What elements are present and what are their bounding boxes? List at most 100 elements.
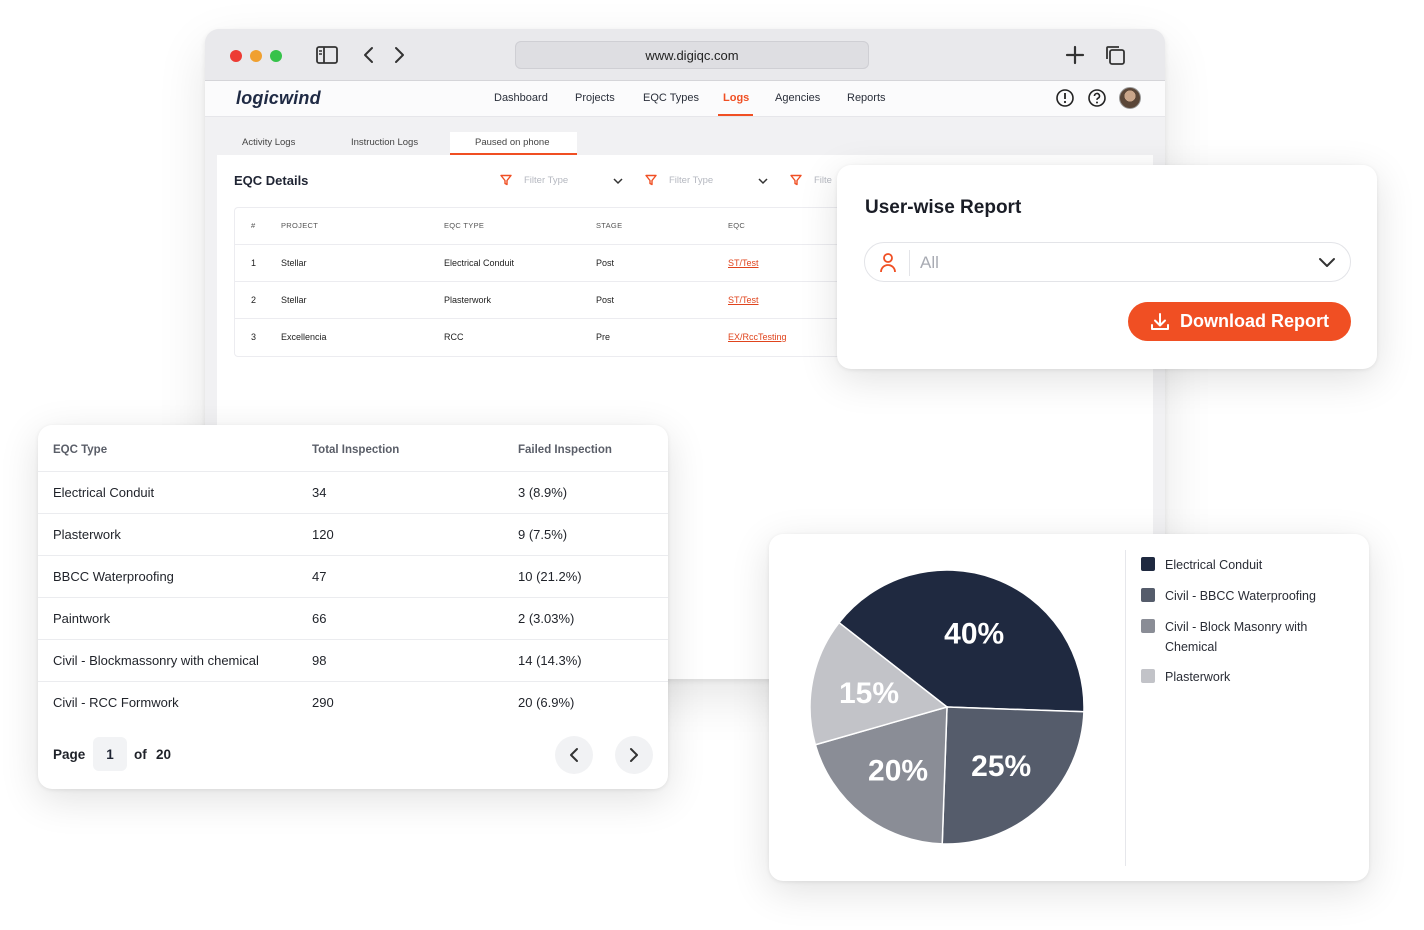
help-icon[interactable] [1087,88,1107,108]
page-number-input[interactable]: 1 [93,737,127,771]
nav-dashboard[interactable]: Dashboard [494,92,548,104]
close-window-button[interactable] [230,50,242,62]
filter-type-dropdown-2[interactable]: Filter Type [645,170,775,192]
filter-icon [790,174,802,186]
nav-projects[interactable]: Projects [575,92,615,104]
filter-type-dropdown-3[interactable]: Filte [790,170,850,192]
forward-icon[interactable] [387,43,411,67]
table-row[interactable]: Plasterwork 120 9 (7.5%) [38,514,668,556]
row-failed: 14 (14.3%) [518,653,582,668]
nav-agencies[interactable]: Agencies [775,92,821,104]
row-eqc-type: Civil - RCC Formwork [53,695,179,710]
filter-placeholder: Filte [814,175,832,186]
nav-logs[interactable]: Logs [723,92,750,104]
row-number: 2 [251,295,257,305]
minimize-window-button[interactable] [250,50,262,62]
sidebar-toggle-icon[interactable] [315,43,339,67]
chevron-left-icon [570,748,578,762]
row-failed: 20 (6.9%) [518,695,575,710]
row-total: 47 [312,569,327,584]
chevron-down-icon [613,178,623,185]
legend-label: Plasterwork [1165,670,1231,684]
row-eqc-type: Paintwork [53,611,111,626]
filter-type-dropdown-1[interactable]: Filter Type [500,170,630,192]
pie-chart-card: 40% 25% 20% 15% Electrical Conduit Civil - … [769,534,1369,881]
alert-icon[interactable] [1055,88,1075,108]
filter-placeholder: Filter Type [524,175,569,186]
eqc-details-table: # PROJECT EQC TYPE STAGE EQC 1 Stellar E… [234,207,874,357]
col-project: PROJECT [281,221,319,230]
row-failed: 2 (3.03%) [518,611,575,626]
page-of-label: of [134,747,147,762]
row-project: Stellar [281,295,307,305]
table-row[interactable]: 3 Excellencia RCC Pre EX/RccTesting [235,319,873,356]
inspection-table-card: EQC Type Total Inspection Failed Inspect… [38,425,668,789]
table-row[interactable]: BBCC Waterproofing 47 10 (21.2%) [38,556,668,598]
report-title: User-wise Report [865,197,1022,218]
active-subtab-indicator [450,132,577,155]
table-row[interactable]: Electrical Conduit 34 3 (8.9%) [38,472,668,514]
row-eqc-link[interactable]: ST/Test [728,295,759,305]
row-eqc-link[interactable]: ST/Test [728,258,759,268]
user-select-dropdown[interactable]: All [864,242,1351,282]
pie-slice-4[interactable] [809,621,949,746]
row-eqc-type: Electrical Conduit [444,258,515,268]
col-number: # [251,221,256,230]
pie-slice-label-4: 15% [839,677,899,710]
pie-slice-3[interactable] [814,705,948,845]
logs-subtabs: Activity Logs Instruction Logs Paused on… [217,129,1153,155]
row-total: 66 [312,611,327,626]
previous-page-button[interactable] [555,736,593,774]
row-eqc-type: RCC [444,332,464,342]
row-failed: 3 (8.9%) [518,485,568,500]
table-row[interactable]: Paintwork 66 2 (3.03%) [38,598,668,640]
table-row[interactable]: 2 Stellar Plasterwork Post ST/Test [235,282,873,319]
address-bar[interactable]: www.digiqc.com [515,41,869,69]
row-total: 34 [312,485,327,500]
row-eqc-type: Plasterwork [53,527,121,542]
legend-label: Electrical Conduit [1165,558,1263,572]
table-row[interactable]: Civil - Blockmassonry with chemical 98 1… [38,640,668,682]
nav-eqc-types[interactable]: EQC Types [643,92,700,104]
pie-slice-1[interactable] [837,569,1085,713]
filter-icon [645,174,657,186]
col-eqc: EQC [728,221,746,230]
new-tab-icon[interactable] [1063,43,1087,67]
pie-slice-2[interactable] [941,706,1085,845]
back-icon[interactable] [357,43,381,67]
col-failed-inspection: Failed Inspection [518,444,612,456]
avatar[interactable] [1119,87,1141,109]
tab-paused-on-phone[interactable]: Paused on phone [475,137,550,148]
tab-activity-logs[interactable]: Activity Logs [242,137,296,148]
maximize-window-button[interactable] [270,50,282,62]
legend-swatch [1141,588,1155,602]
row-stage: Pre [596,332,611,342]
tab-instruction-logs[interactable]: Instruction Logs [351,137,419,148]
user-wise-report-card: User-wise Report All Download Report [837,165,1377,369]
filter-placeholder: Filter Type [669,175,714,186]
legend-label: Civil - BBCC Waterproofing [1165,589,1316,603]
select-divider [909,250,910,276]
next-page-button[interactable] [615,736,653,774]
tab-overview-icon[interactable] [1103,43,1127,67]
legend-swatch [1141,669,1155,683]
row-eqc-link[interactable]: EX/RccTesting [728,332,787,342]
chevron-down-icon [758,178,768,185]
page-label: Page [53,747,86,762]
section-title: EQC Details [234,173,309,188]
filter-icon [500,174,512,186]
table-row[interactable]: Civil - RCC Formwork 290 20 (6.9%) [38,682,668,724]
table-header: # PROJECT EQC TYPE STAGE EQC [235,208,873,245]
row-project: Stellar [281,258,307,268]
nav-reports[interactable]: Reports [847,92,886,104]
download-label: Download Report [1180,311,1329,331]
row-total: 120 [312,527,334,542]
table-row[interactable]: 1 Stellar Electrical Conduit Post ST/Tes… [235,245,873,282]
download-report-button[interactable]: Download Report [1128,302,1351,341]
logo[interactable]: logicwind [236,88,321,108]
col-eqc-type: EQC Type [53,444,108,456]
pie-slice-label-3: 20% [868,755,928,788]
browser-toolbar: www.digiqc.com [205,29,1165,81]
col-stage: STAGE [596,221,623,230]
pie-chart: 40% 25% 20% 15% [809,569,1085,845]
